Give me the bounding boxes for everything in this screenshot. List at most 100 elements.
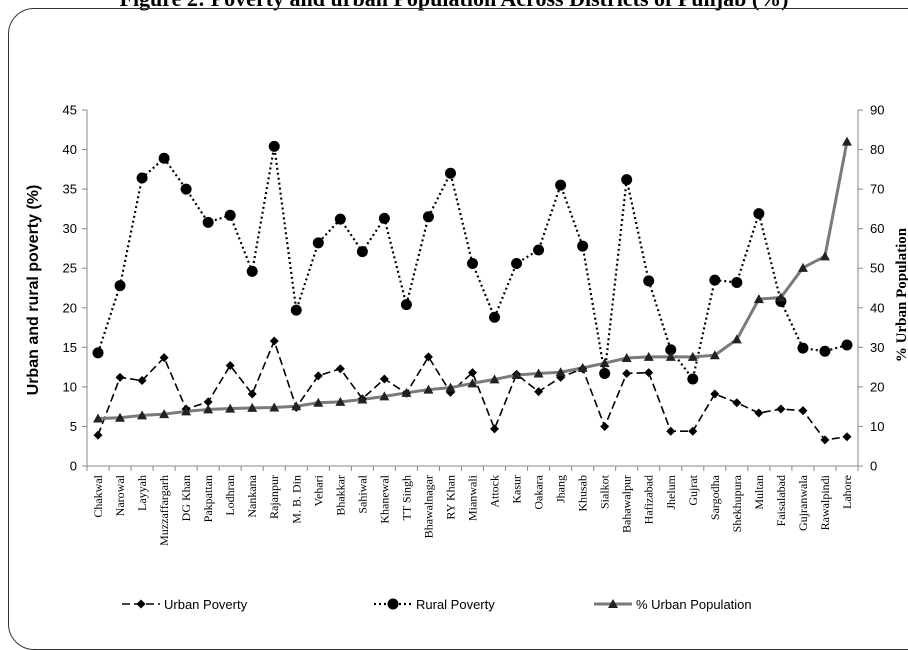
data-point--urban-population: [797, 262, 808, 272]
data-point--urban-population: [401, 387, 412, 397]
data-point--urban-population: [181, 406, 192, 416]
data-point-rural-poverty: [599, 367, 611, 379]
data-point-urban-poverty: [225, 361, 235, 371]
chart-svg: 0 5 10 15 20 25 30 35 40 45 0 10 20 30 40 50 60 70 80 90 Cha…: [25, 103, 908, 613]
data-point-urban-poverty: [710, 389, 720, 399]
data-point-urban-poverty: [820, 435, 830, 445]
x-tick-label: Bahawalpur: [620, 475, 634, 533]
data-point-rural-poverty: [819, 345, 831, 357]
data-point-urban-poverty: [842, 432, 852, 442]
data-point-rural-poverty: [511, 257, 523, 269]
data-point-urban-poverty: [776, 404, 786, 414]
x-tick-label: Chakwal: [91, 474, 105, 517]
data-point-urban-poverty: [666, 426, 676, 436]
data-point--urban-population: [753, 294, 764, 304]
y-tick-label: 35: [63, 182, 77, 197]
y2-tick-label: 10: [870, 419, 884, 434]
x-tick-label: Sahiwal: [355, 474, 369, 513]
y2-axis-label: % Urban Population: [894, 227, 908, 362]
data-point-rural-poverty: [753, 208, 765, 220]
data-point-rural-poverty: [533, 244, 545, 256]
x-tick-label: Layyah: [135, 475, 149, 511]
x-tick-label: Faisalabad: [774, 475, 788, 526]
data-point--urban-population: [93, 413, 104, 423]
data-point-rural-poverty: [731, 276, 743, 288]
data-point-rural-poverty: [467, 257, 478, 269]
data-point-rural-poverty: [290, 304, 302, 316]
data-point--urban-population: [577, 362, 588, 372]
y2-tick-label: 20: [870, 379, 884, 394]
x-tick-label: M. B. Din: [289, 475, 303, 524]
x-tick-label: Pakpattan: [201, 475, 215, 522]
data-point-rural-poverty: [334, 213, 346, 225]
x-tick-label: Sargodha: [708, 474, 722, 520]
x-tick-label: Jhelum: [664, 474, 678, 509]
x-tick-label: Rawalpindi: [818, 474, 832, 530]
y2-tick-label: 40: [870, 300, 884, 315]
data-point-rural-poverty: [180, 183, 192, 195]
data-point--urban-population: [269, 402, 280, 412]
data-point-rural-poverty: [312, 237, 324, 249]
data-point--urban-population: [159, 409, 170, 419]
x-tick-label: Sialkot: [598, 474, 612, 509]
data-point-rural-poverty: [621, 174, 633, 186]
x-tick-label: Khusab: [576, 475, 590, 512]
legend-label: Urban Poverty: [164, 597, 248, 612]
data-point-urban-poverty: [115, 372, 125, 382]
data-point-rural-poverty: [577, 240, 589, 252]
data-point--urban-population: [313, 397, 324, 407]
data-point-urban-poverty: [600, 421, 610, 431]
y2-tick-label: 50: [870, 261, 884, 276]
data-point--urban-population: [555, 367, 566, 377]
data-point--urban-population: [225, 403, 236, 413]
y-tick-label: 30: [63, 221, 77, 236]
data-point-rural-poverty: [356, 246, 368, 258]
data-point-urban-poverty: [754, 408, 764, 418]
data-point-rural-poverty: [687, 373, 699, 385]
data-point--urban-population: [621, 353, 632, 363]
y-tick-label: 15: [63, 340, 77, 355]
x-tick-label: Gujranwala: [796, 474, 810, 531]
data-point-urban-poverty: [423, 352, 433, 362]
legend-marker: [387, 598, 399, 610]
x-tick-label: Rajanpur: [267, 475, 281, 519]
data-point-urban-poverty: [798, 406, 808, 416]
data-point-urban-poverty: [137, 376, 147, 386]
data-point-rural-poverty: [841, 339, 853, 351]
y-tick-label: 25: [63, 261, 77, 276]
data-point-urban-poverty: [644, 368, 654, 378]
y-tick-label: 40: [63, 142, 77, 157]
x-tick-label: Jhang: [554, 475, 568, 503]
data-point--urban-population: [203, 404, 214, 414]
data-point--urban-population: [445, 382, 456, 392]
data-point-urban-poverty: [313, 371, 323, 381]
data-point--urban-population: [115, 412, 126, 422]
legend-label: Rural Poverty: [416, 597, 495, 612]
data-point-rural-poverty: [378, 212, 390, 224]
data-point-rural-poverty: [136, 172, 148, 184]
y-tick-label: 45: [63, 103, 77, 118]
data-point-rural-poverty: [422, 211, 434, 223]
x-tick-label: Gujrat: [686, 474, 700, 505]
y-tick-label: 10: [63, 379, 77, 394]
data-point-rural-poverty: [709, 274, 721, 286]
data-point-rural-poverty: [400, 299, 412, 311]
x-tick-label: Attock: [488, 475, 502, 508]
data-point--urban-population: [533, 368, 544, 378]
data-point--urban-population: [137, 410, 148, 420]
legend: Urban Poverty Rural Poverty % Urban Popula…: [122, 597, 752, 612]
data-point-rural-poverty: [489, 311, 501, 323]
data-point-urban-poverty: [335, 364, 345, 374]
data-point-urban-poverty: [379, 374, 389, 384]
data-point-rural-poverty: [246, 265, 258, 277]
x-tick-label: Khanewal: [377, 474, 391, 523]
data-point--urban-population: [599, 358, 610, 368]
data-point-rural-poverty: [665, 344, 677, 356]
data-point-urban-poverty: [269, 336, 279, 346]
chart-title: Figure 2: Poverty and urban Population A…: [0, 0, 908, 12]
y-tick-label: 20: [63, 300, 77, 315]
data-point-urban-poverty: [93, 430, 103, 440]
y2-tick-label: 80: [870, 142, 884, 157]
data-point--urban-population: [665, 351, 676, 361]
data-point-urban-poverty: [203, 397, 213, 407]
